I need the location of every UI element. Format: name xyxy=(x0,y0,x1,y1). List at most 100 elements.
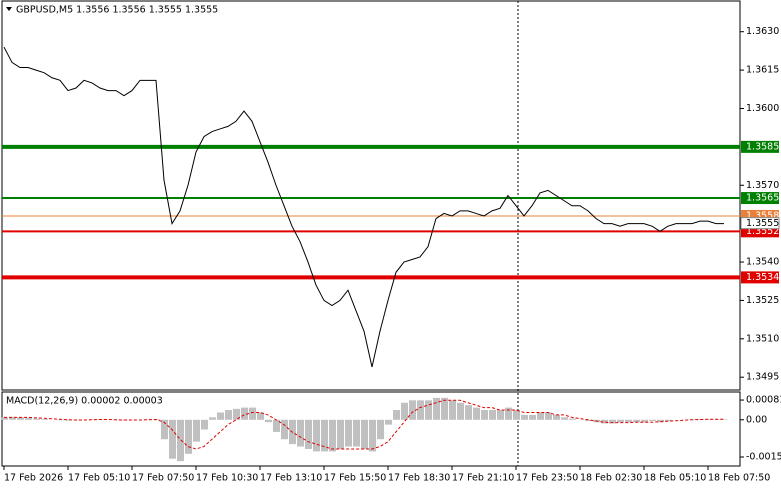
bid-label: 1.3555 xyxy=(746,218,779,229)
macd-bar xyxy=(225,410,232,420)
macd-bar xyxy=(305,419,312,449)
macd-bar xyxy=(433,397,440,420)
macd-bar xyxy=(457,402,464,420)
macd-bar xyxy=(417,400,424,420)
y-tick-label: 0.00 xyxy=(746,414,767,425)
x-tick-label: 17 Feb 21:10 xyxy=(452,473,514,484)
macd-bar xyxy=(641,419,648,423)
x-tick-label: 17 Feb 15:50 xyxy=(324,473,386,484)
macd-bar xyxy=(425,400,432,420)
macd-bar xyxy=(65,419,72,421)
level-label: 1.3552 xyxy=(746,226,779,237)
macd-bar xyxy=(489,410,496,420)
macd-bar xyxy=(1,417,8,420)
level-label-box xyxy=(741,192,779,205)
macd-bar xyxy=(449,400,456,420)
macd-bar xyxy=(353,419,360,447)
macd-bar xyxy=(537,412,544,420)
macd-bar xyxy=(529,414,536,420)
macd-bar xyxy=(41,419,48,420)
macd-bar xyxy=(585,419,592,421)
macd-bar xyxy=(193,419,200,442)
level-label: 1.3585 xyxy=(746,141,779,152)
chart-title: GBPUSD,M5 1.3556 1.3556 1.3555 1.3555 xyxy=(16,5,218,16)
macd-bar xyxy=(161,419,168,440)
y-tick-label: 1.3540 xyxy=(746,257,779,268)
macd-bar xyxy=(17,417,24,420)
y-tick-label: 1.3570 xyxy=(746,180,779,191)
macd-bar xyxy=(217,412,224,420)
level-label-box xyxy=(741,271,779,284)
macd-bar xyxy=(409,400,416,420)
macd-title: MACD(12,26,9) 0.00002 0.00003 xyxy=(6,396,163,407)
macd-bar xyxy=(513,410,520,420)
y-tick-label: 1.3600 xyxy=(746,103,779,114)
macd-bar xyxy=(601,419,608,424)
x-tick-label: 17 Feb 18:30 xyxy=(388,473,450,484)
macd-bar xyxy=(441,397,448,420)
macd-bar xyxy=(337,419,344,449)
macd-bar xyxy=(505,407,512,420)
macd-bar xyxy=(361,419,368,449)
y-tick-label: 1.3630 xyxy=(746,26,779,37)
macd-bar xyxy=(297,419,304,447)
bid-label-box xyxy=(740,217,780,230)
macd-bar xyxy=(345,419,352,447)
y-tick-label: 1.3615 xyxy=(746,65,779,76)
macd-bar xyxy=(201,419,208,430)
level-label: 1.3565 xyxy=(746,193,779,204)
level-label: 1.3558 xyxy=(746,210,779,221)
macd-bar xyxy=(481,410,488,420)
macd-bar xyxy=(665,419,672,421)
macd-bar xyxy=(25,417,32,420)
x-tick-label: 17 Feb 10:30 xyxy=(196,473,258,484)
signal-line xyxy=(4,399,724,450)
macd-bar xyxy=(561,417,568,420)
macd-bar xyxy=(401,402,408,420)
macd-bar xyxy=(33,418,40,420)
macd-bar xyxy=(185,419,192,454)
macd-bar xyxy=(625,419,632,423)
macd-bar xyxy=(313,419,320,452)
macd-panel xyxy=(1,391,741,467)
macd-bar xyxy=(569,418,576,420)
macd-bar xyxy=(369,419,376,452)
macd-bar xyxy=(609,419,616,424)
y-tick-label: 0.00081 xyxy=(746,395,781,406)
symbol-icon xyxy=(6,7,12,11)
macd-bar xyxy=(497,410,504,420)
macd-bar xyxy=(273,419,280,432)
macd-bar xyxy=(257,412,264,420)
macd-bar xyxy=(393,410,400,420)
macd-bar xyxy=(617,419,624,423)
y-tick-label: 1.3525 xyxy=(746,295,779,306)
macd-bar xyxy=(385,419,392,425)
x-tick-label: 17 Feb 07:50 xyxy=(132,473,194,484)
x-tick-label: 18 Feb 07:50 xyxy=(708,473,770,484)
macd-bar xyxy=(633,419,640,423)
y-tick-label: -0.00153 xyxy=(746,451,781,462)
x-tick-label: 17 Feb 13:10 xyxy=(260,473,322,484)
macd-bar xyxy=(9,416,16,420)
macd-bar xyxy=(177,419,184,462)
macd-bar xyxy=(241,407,248,420)
macd-bar xyxy=(249,407,256,420)
x-tick-label: 18 Feb 02:30 xyxy=(580,473,642,484)
macd-bar xyxy=(545,412,552,420)
level-label-box xyxy=(741,140,779,153)
x-tick-label: 18 Feb 05:10 xyxy=(644,473,706,484)
macd-bar xyxy=(473,407,480,420)
macd-bar xyxy=(265,419,272,423)
macd-bar xyxy=(377,419,384,440)
price-line xyxy=(3,46,724,368)
main-panel xyxy=(1,0,741,391)
macd-bar xyxy=(705,419,712,420)
macd-bar xyxy=(281,419,288,440)
macd-bar xyxy=(521,414,528,420)
x-tick-label: 17 Feb 05:10 xyxy=(68,473,130,484)
macd-bar xyxy=(649,419,656,421)
y-tick-label: 1.3495 xyxy=(746,372,779,383)
macd-bar xyxy=(657,419,664,423)
